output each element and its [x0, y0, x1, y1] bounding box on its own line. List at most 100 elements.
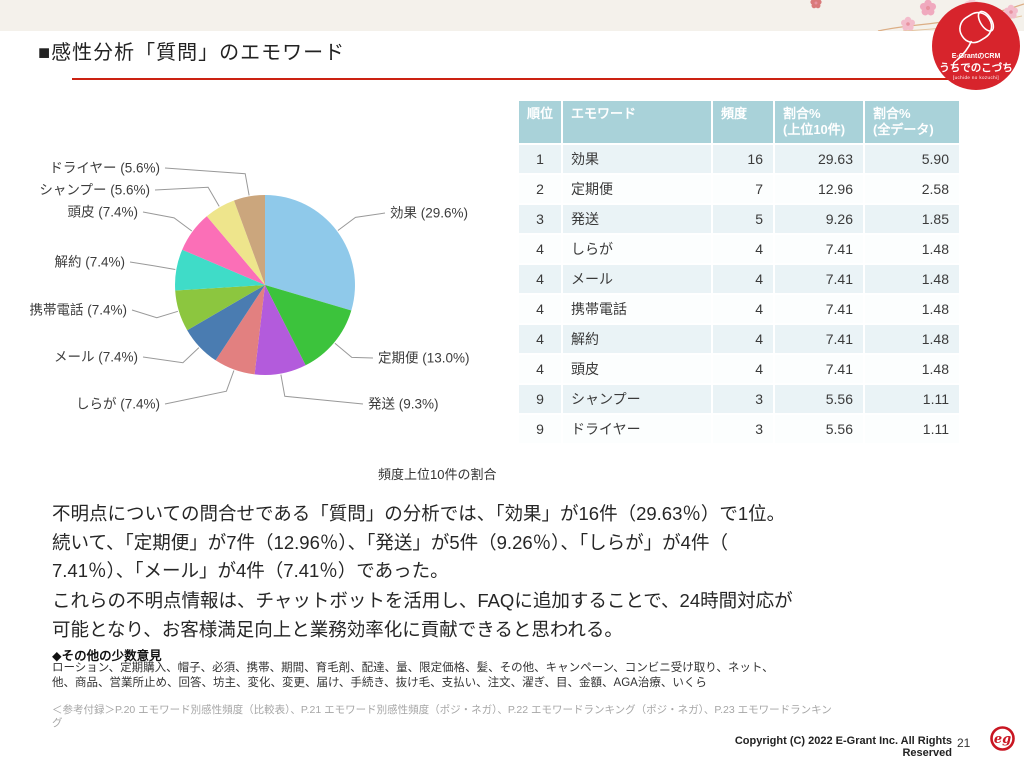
cell-rank: 3: [519, 204, 561, 233]
cell-rank: 1: [519, 144, 561, 173]
footer-eg-logo: eg: [990, 726, 1015, 751]
blossom-icon: [810, 0, 822, 9]
pie-slice-発送: [254, 285, 306, 375]
cell-emoword: 携帯電話: [563, 294, 711, 323]
analysis-paragraph-2: これらの不明点情報は、チャットボットを活用し、FAQに追加することで、24時間対…: [52, 590, 793, 640]
pie-slice-label: 携帯電話 (7.4%): [30, 302, 127, 318]
pie-callout-line: [154, 186, 220, 207]
pie-callout-line: [142, 347, 200, 364]
cell-pct-alldata: 1.85: [865, 204, 959, 233]
cell-emoword: 発送: [563, 204, 711, 233]
emoword-table-body: 1 効果 16 29.63 5.90 2 定期便 7 12.96 2.58 3 発送 5 9.26 1.85…: [519, 144, 959, 443]
pie-slice-label: 解約 (7.4%): [54, 255, 125, 270]
top-decoration-band: [0, 0, 1024, 31]
pie-callout-line: [280, 374, 364, 405]
pie-chart-svg: 効果 (29.6%) 定期便 (13.0%) 発送 (9.3%) しらが (7.4%)…: [29, 161, 469, 412]
logo-circle: [932, 2, 1020, 90]
pie-slice-label: 発送 (9.3%): [368, 397, 439, 412]
uchide-no-kozuchi-logo: E-GrantのCRM うちでのこづち [uchide no kozuchi]: [932, 2, 1020, 90]
logo-brand-text: E-GrantのCRM: [952, 52, 1001, 60]
table-row: 9 ドライヤー 3 5.56 1.11: [519, 414, 959, 443]
pie-callout-line: [334, 342, 374, 359]
logo-product-text: うちでのこづち: [939, 61, 1013, 74]
table-row: 4 頭皮 4 7.41 1.48: [519, 354, 959, 383]
cell-emoword: 効果: [563, 144, 711, 173]
cell-pct-top10: 7.41: [775, 234, 863, 263]
cell-rank: 4: [519, 264, 561, 293]
pie-callout-line: [164, 167, 250, 196]
cell-frequency: 4: [713, 234, 773, 263]
reference-note: ＜参考付録＞P.20 エモワード別感性頻度（比較表）、P.21 エモワード別感性…: [52, 704, 832, 729]
cell-pct-top10: 7.41: [775, 294, 863, 323]
cell-pct-alldata: 1.11: [865, 414, 959, 443]
pie-callout-line: [142, 211, 193, 232]
cell-emoword: 定期便: [563, 174, 711, 203]
logo-romaji-text: [uchide no kozuchi]: [953, 75, 999, 80]
pie-slice-label: しらが (7.4%): [76, 397, 160, 412]
cell-rank: 4: [519, 234, 561, 263]
pie-slice-定期便: [265, 285, 352, 366]
pie-callout-line: [337, 212, 386, 231]
cell-rank: 2: [519, 174, 561, 203]
col-rank: 順位: [519, 101, 561, 143]
cell-pct-alldata: 5.90: [865, 144, 959, 173]
chart-caption: 頻度上位10件の割合: [378, 467, 497, 482]
cell-pct-alldata: 1.48: [865, 354, 959, 383]
footer-logo-circle: [990, 726, 1015, 751]
cell-rank: 9: [519, 384, 561, 413]
cell-pct-top10: 29.63: [775, 144, 863, 173]
cell-emoword: ドライヤー: [563, 414, 711, 443]
copyright-text: Copyright (C) 2022 E-Grant Inc. All Righ…: [734, 735, 952, 759]
pie-slice-頭皮: [182, 216, 265, 285]
pie-slice-シャンプー: [206, 200, 265, 285]
table-header-row: 順位 エモワード 頻度 割合% (上位10件) 割合% (全データ): [519, 101, 959, 143]
cell-frequency: 4: [713, 294, 773, 323]
pie-slice-label: 頭皮 (7.4%): [67, 205, 138, 220]
table-header: 順位 エモワード 頻度 割合% (上位10件) 割合% (全データ): [519, 101, 959, 143]
table-row: 9 シャンプー 3 5.56 1.11: [519, 384, 959, 413]
pie-slice-携帯電話: [175, 285, 265, 331]
pie-slice-label: ドライヤー (5.6%): [49, 161, 160, 176]
cell-emoword: 解約: [563, 324, 711, 353]
pie-slice-label: シャンプー (5.6%): [39, 183, 150, 198]
pie-callout-line: [164, 370, 235, 405]
cell-pct-alldata: 1.48: [865, 264, 959, 293]
pie-callout-line: [129, 261, 176, 270]
cell-emoword: シャンプー: [563, 384, 711, 413]
page-number: 21: [957, 736, 971, 750]
cell-rank: 4: [519, 354, 561, 383]
cell-pct-top10: 5.56: [775, 384, 863, 413]
pie-slice-label: 効果 (29.6%): [390, 206, 468, 221]
page-title: ■感性分析「質問」のエモワード: [38, 42, 346, 64]
blossom-icon: [901, 16, 915, 31]
table-row: 4 メール 4 7.41 1.48: [519, 264, 959, 293]
pie-slice-効果: [265, 195, 355, 311]
pie-slice-しらが: [215, 285, 265, 375]
title-underline: [72, 78, 948, 80]
footer-logo-monogram: eg: [994, 732, 1011, 747]
col-pct-top10: 割合% (上位10件): [775, 101, 863, 143]
cell-frequency: 3: [713, 414, 773, 443]
table-row: 3 発送 5 9.26 1.85: [519, 204, 959, 233]
emoword-ranking-table: 順位 エモワード 頻度 割合% (上位10件) 割合% (全データ) 1 効果 16 29.6…: [517, 99, 961, 445]
minor-opinions-heading: ◆その他の少数意見: [52, 649, 162, 663]
cell-emoword: しらが: [563, 234, 711, 263]
cell-pct-alldata: 1.48: [865, 234, 959, 263]
cell-pct-top10: 9.26: [775, 204, 863, 233]
pie-slice-ドライヤー: [234, 195, 265, 285]
cell-frequency: 4: [713, 324, 773, 353]
cell-pct-top10: 7.41: [775, 324, 863, 353]
cell-pct-alldata: 2.58: [865, 174, 959, 203]
col-emoword: エモワード: [563, 101, 711, 143]
cell-pct-alldata: 1.48: [865, 324, 959, 353]
cell-pct-top10: 7.41: [775, 264, 863, 293]
pie-slice-解約: [175, 249, 265, 291]
cell-rank: 9: [519, 414, 561, 443]
cell-pct-top10: 7.41: [775, 354, 863, 383]
table-row: 1 効果 16 29.63 5.90: [519, 144, 959, 173]
cell-emoword: 頭皮: [563, 354, 711, 383]
cell-pct-alldata: 1.11: [865, 384, 959, 413]
table-row: 4 しらが 4 7.41 1.48: [519, 234, 959, 263]
table-row: 2 定期便 7 12.96 2.58: [519, 174, 959, 203]
cell-frequency: 4: [713, 354, 773, 383]
